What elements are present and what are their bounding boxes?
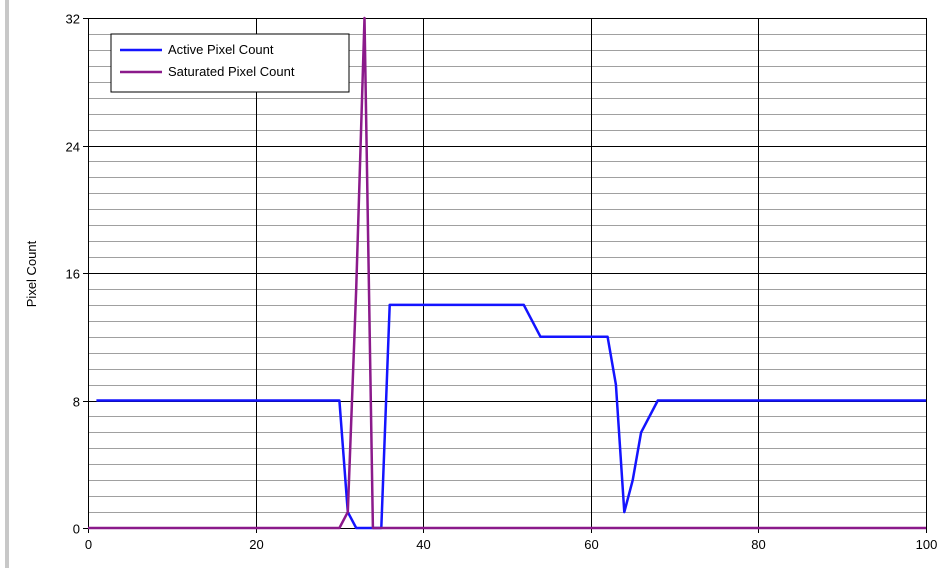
y-tick-label: 24 <box>66 140 80 155</box>
y-tick-label: 8 <box>73 395 80 410</box>
x-tick-label: 100 <box>916 537 938 552</box>
x-tick-label: 0 <box>85 537 92 552</box>
minor-gridlines <box>88 34 926 513</box>
series-line-active-pixel-count <box>96 303 926 530</box>
y-tick-label: 16 <box>66 267 80 282</box>
window-left-border <box>0 0 12 568</box>
series-layer <box>88 16 926 530</box>
window-border-line <box>5 0 9 568</box>
series-line-saturated-pixel-count <box>88 16 926 530</box>
y-tick-label: 0 <box>73 522 80 537</box>
x-tick-label: 80 <box>751 537 765 552</box>
x-tick-label: 60 <box>584 537 598 552</box>
legend-label-saturated: Saturated Pixel Count <box>168 64 295 79</box>
y-tick-label: 32 <box>66 12 80 27</box>
legend-label-active: Active Pixel Count <box>168 42 274 57</box>
axes <box>84 18 926 532</box>
x-tick-label: 40 <box>416 537 430 552</box>
axis-ticks: 0 8 16 24 32 0 20 40 60 80 100 <box>66 12 938 553</box>
legend: Active Pixel Count Saturated Pixel Count <box>110 33 350 93</box>
major-gridlines <box>88 18 927 528</box>
legend-box <box>110 33 350 93</box>
x-tick-label: 20 <box>249 537 263 552</box>
y-axis-title: Pixel Count <box>24 240 39 307</box>
